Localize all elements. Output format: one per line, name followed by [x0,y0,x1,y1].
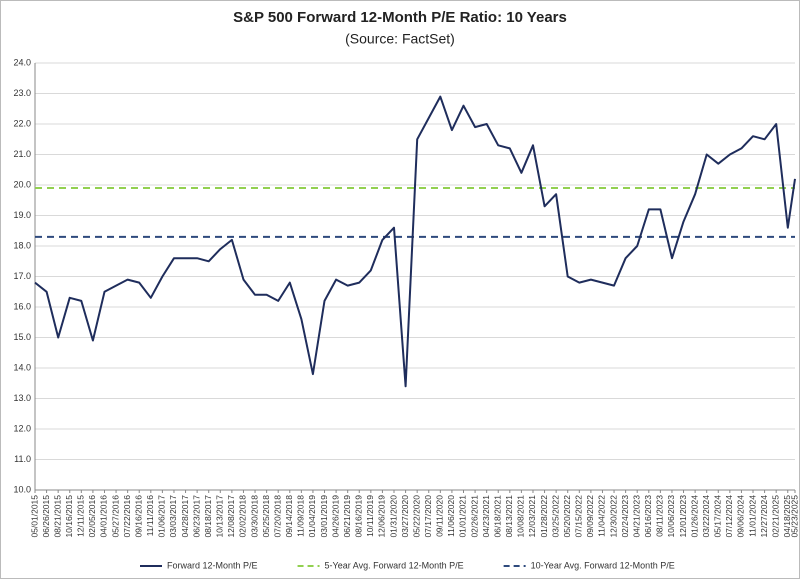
y-tick-label: 13.0 [13,393,31,403]
x-tick-label: 11/11/2016 [145,495,155,537]
x-tick-label: 01/28/2022 [539,495,549,538]
x-tick-label: 01/04/2019 [307,495,317,538]
x-tick-label: 05/17/2024 [713,495,723,538]
x-tick-label: 05/27/2016 [110,495,120,538]
legend-label: Forward 12-Month P/E [167,560,258,570]
x-tick-label: 02/05/2016 [87,495,97,538]
x-tick-label: 08/21/2015 [52,495,62,538]
x-tick-label: 01/31/2020 [388,495,398,538]
chart-subtitle: (Source: FactSet) [345,31,455,47]
x-tick-label: 04/01/2016 [99,495,109,538]
x-tick-label: 08/11/2023 [655,495,665,537]
x-tick-label: 02/24/2023 [620,495,630,538]
series-line [34,95,796,388]
x-tick-label: 10/11/2019 [365,495,375,537]
x-tick-label: 04/23/2021 [481,495,491,538]
x-tick-label: 05/20/2022 [562,495,572,538]
x-tick-label: 07/15/2022 [574,495,584,538]
y-tick-label: 22.0 [13,118,31,128]
x-tick-label: 02/21/2025 [770,495,780,538]
x-tick-label: 09/14/2018 [284,495,294,538]
y-tick-label: 20.0 [13,179,31,189]
x-tick-label: 12/11/2015 [76,495,86,537]
x-tick-label: 10/16/2015 [64,495,74,538]
legend-label: 5-Year Avg. Forward 12-Month P/E [325,560,464,570]
y-tick-label: 19.0 [13,210,31,220]
y-tick-label: 18.0 [13,240,31,250]
x-tick-label: 09/09/2022 [585,495,595,538]
x-tick-label: 01/26/2024 [689,495,699,538]
x-tick-label: 12/08/2017 [226,495,236,538]
x-tick-label: 10/06/2023 [666,495,676,538]
x-tick-label: 10/08/2021 [516,495,526,538]
x-tick-label: 07/12/2024 [724,495,734,538]
x-tick-label: 12/01/2023 [678,495,688,538]
x-tick-label: 02/26/2021 [469,495,479,538]
x-tick-label: 05/25/2018 [261,495,271,538]
y-tick-label: 16.0 [13,301,31,311]
x-tick-label: 03/03/2017 [168,495,178,538]
x-tick-label: 07/17/2020 [423,495,433,538]
x-tick-label: 12/30/2022 [608,495,618,538]
x-tick-label: 07/22/2016 [122,495,132,538]
y-tick-label: 24.0 [13,57,31,67]
x-tick-label: 11/04/2022 [597,495,607,537]
x-tick-label: 04/21/2023 [631,495,641,538]
x-tick-label: 06/23/2017 [191,495,201,538]
x-tick-label: 09/16/2016 [133,495,143,538]
x-tick-label: 12/06/2019 [377,495,387,538]
y-tick-label: 12.0 [13,423,31,433]
y-tick-label: 21.0 [13,149,31,159]
x-tick-label: 12/03/2021 [527,495,537,538]
x-tick-label: 06/16/2023 [643,495,653,538]
x-tick-label: 04/18/2025 [782,495,792,538]
x-tick-label: 01/01/2021 [458,495,468,538]
chart-title: S&P 500 Forward 12-Month P/E Ratio: 10 Y… [233,9,567,26]
x-tick-label: 11/01/2024 [747,495,757,537]
x-tick-label: 04/28/2017 [180,495,190,538]
x-tick-label: 05/22/2020 [411,495,421,538]
x-tick-label: 03/25/2022 [550,495,560,538]
y-tick-label: 11.0 [14,454,31,464]
y-tick-label: 15.0 [13,332,31,342]
x-tick-label: 07/20/2018 [272,495,282,538]
x-tick-label: 02/02/2018 [238,495,248,538]
y-tick-label: 10.0 [13,484,31,494]
x-tick-label: 03/01/2019 [319,495,329,538]
x-tick-label: 03/22/2024 [701,495,711,538]
x-tick-label: 05/23/2025 [789,495,799,538]
x-tick-label: 04/26/2019 [330,495,340,538]
x-tick-label: 10/13/2017 [215,495,225,538]
x-tick-label: 12/27/2024 [759,495,769,538]
x-tick-label: 08/16/2019 [354,495,364,538]
x-tick-label: 01/06/2017 [157,495,167,538]
x-tick-label: 11/09/2018 [296,495,306,537]
legend-label: 10-Year Avg. Forward 12-Month P/E [531,560,675,570]
x-tick-label: 11/06/2020 [446,495,456,537]
x-tick-label: 06/21/2019 [342,495,352,538]
x-tick-label: 06/26/2015 [41,495,51,538]
x-tick-label: 03/30/2018 [249,495,259,538]
x-tick-label: 08/18/2017 [203,495,213,538]
x-tick-label: 03/27/2020 [400,495,410,538]
y-tick-label: 17.0 [13,271,31,281]
x-tick-label: 06/18/2021 [492,495,502,538]
x-tick-label: 09/11/2020 [435,495,445,537]
y-tick-label: 14.0 [13,362,31,372]
x-tick-label: 08/13/2021 [504,495,514,538]
x-tick-label: 09/06/2024 [736,495,746,538]
y-tick-label: 23.0 [13,88,31,98]
x-tick-label: 05/01/2015 [29,495,39,538]
